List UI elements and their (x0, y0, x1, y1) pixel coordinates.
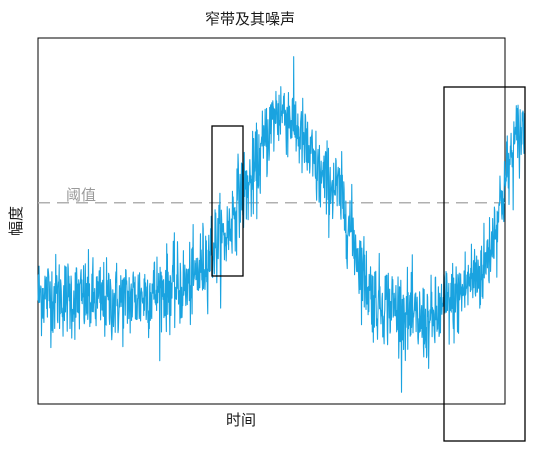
x-axis-label: 时间 (226, 411, 256, 429)
chart-title: 窄带及其噪声 (205, 10, 295, 28)
highlight-window-1 (211, 125, 244, 277)
signal-series (37, 56, 526, 393)
threshold-label: 阈值 (66, 186, 96, 204)
plot-frame (37, 37, 506, 405)
signal-line (37, 56, 526, 393)
y-axis-label: 幅度 (7, 206, 25, 236)
highlight-window-2 (443, 86, 526, 442)
